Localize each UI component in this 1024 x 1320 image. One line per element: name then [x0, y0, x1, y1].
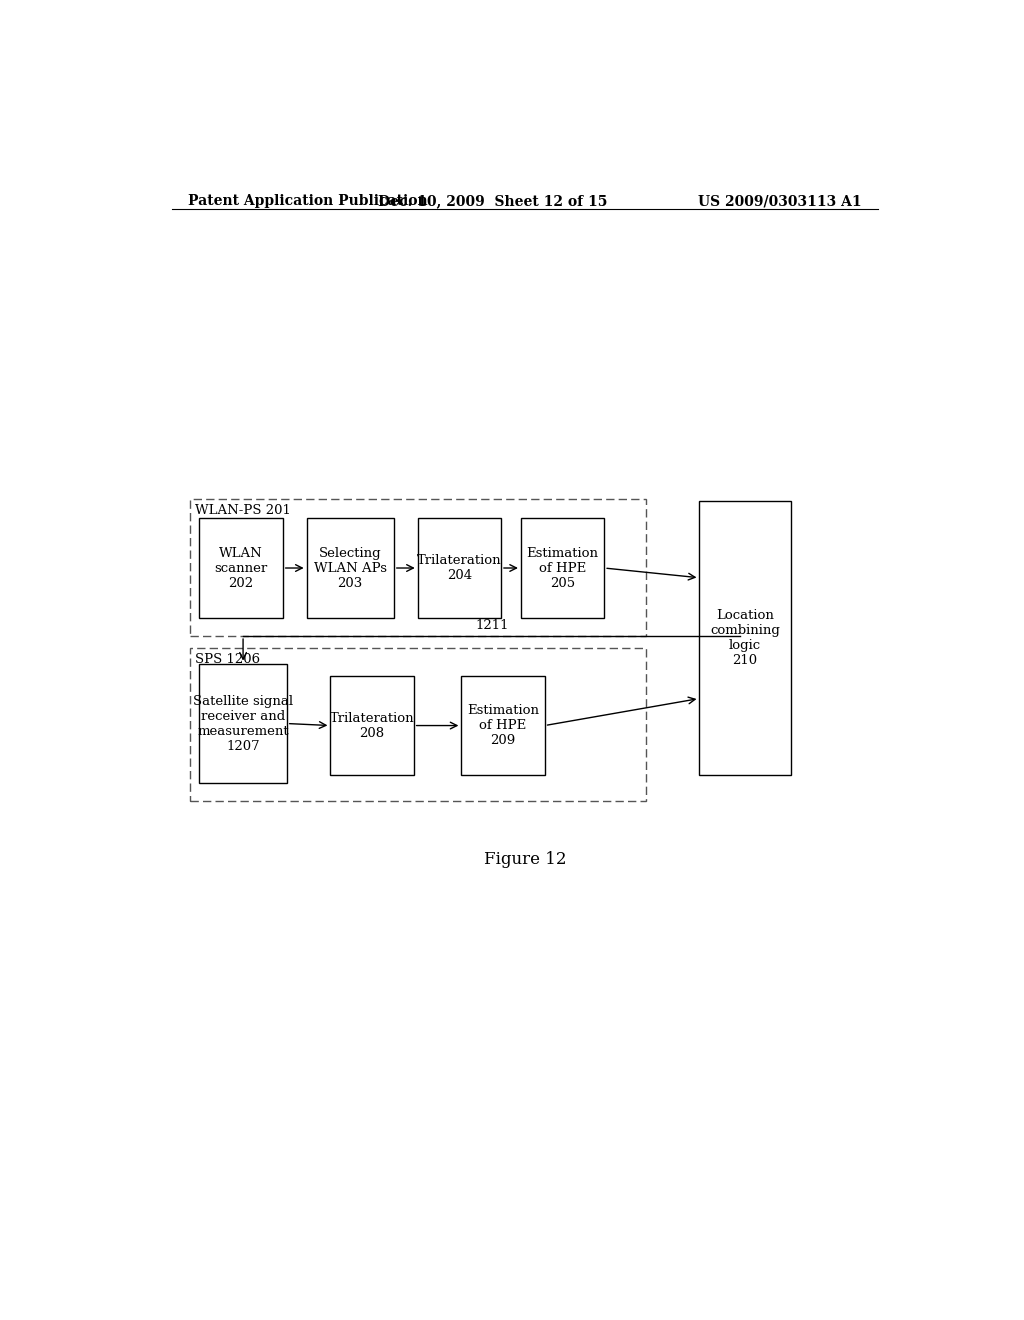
- Text: SPS 1206: SPS 1206: [196, 653, 260, 667]
- Bar: [200, 664, 287, 784]
- Bar: [306, 519, 394, 618]
- Text: Location
combining
logic
210: Location combining logic 210: [710, 609, 780, 667]
- Text: WLAN-PS 201: WLAN-PS 201: [196, 504, 292, 517]
- Text: Satellite signal
receiver and
measurement
1207: Satellite signal receiver and measuremen…: [193, 694, 293, 752]
- Text: Trilateration
204: Trilateration 204: [417, 554, 502, 582]
- Text: Trilateration
208: Trilateration 208: [330, 711, 415, 739]
- Bar: [418, 519, 501, 618]
- Bar: [189, 499, 646, 636]
- Text: US 2009/0303113 A1: US 2009/0303113 A1: [698, 194, 862, 209]
- Bar: [699, 500, 791, 775]
- Bar: [189, 648, 646, 801]
- Bar: [521, 519, 604, 618]
- Bar: [461, 676, 545, 775]
- Text: Selecting
WLAN APs
203: Selecting WLAN APs 203: [313, 546, 387, 590]
- Text: 1211: 1211: [475, 619, 509, 632]
- Text: Patent Application Publication: Patent Application Publication: [187, 194, 427, 209]
- Text: Figure 12: Figure 12: [483, 851, 566, 869]
- Text: Dec. 10, 2009  Sheet 12 of 15: Dec. 10, 2009 Sheet 12 of 15: [379, 194, 607, 209]
- Bar: [331, 676, 414, 775]
- Bar: [200, 519, 283, 618]
- Text: WLAN
scanner
202: WLAN scanner 202: [214, 546, 267, 590]
- Text: Estimation
of HPE
209: Estimation of HPE 209: [467, 704, 539, 747]
- Text: Estimation
of HPE
205: Estimation of HPE 205: [526, 546, 598, 590]
